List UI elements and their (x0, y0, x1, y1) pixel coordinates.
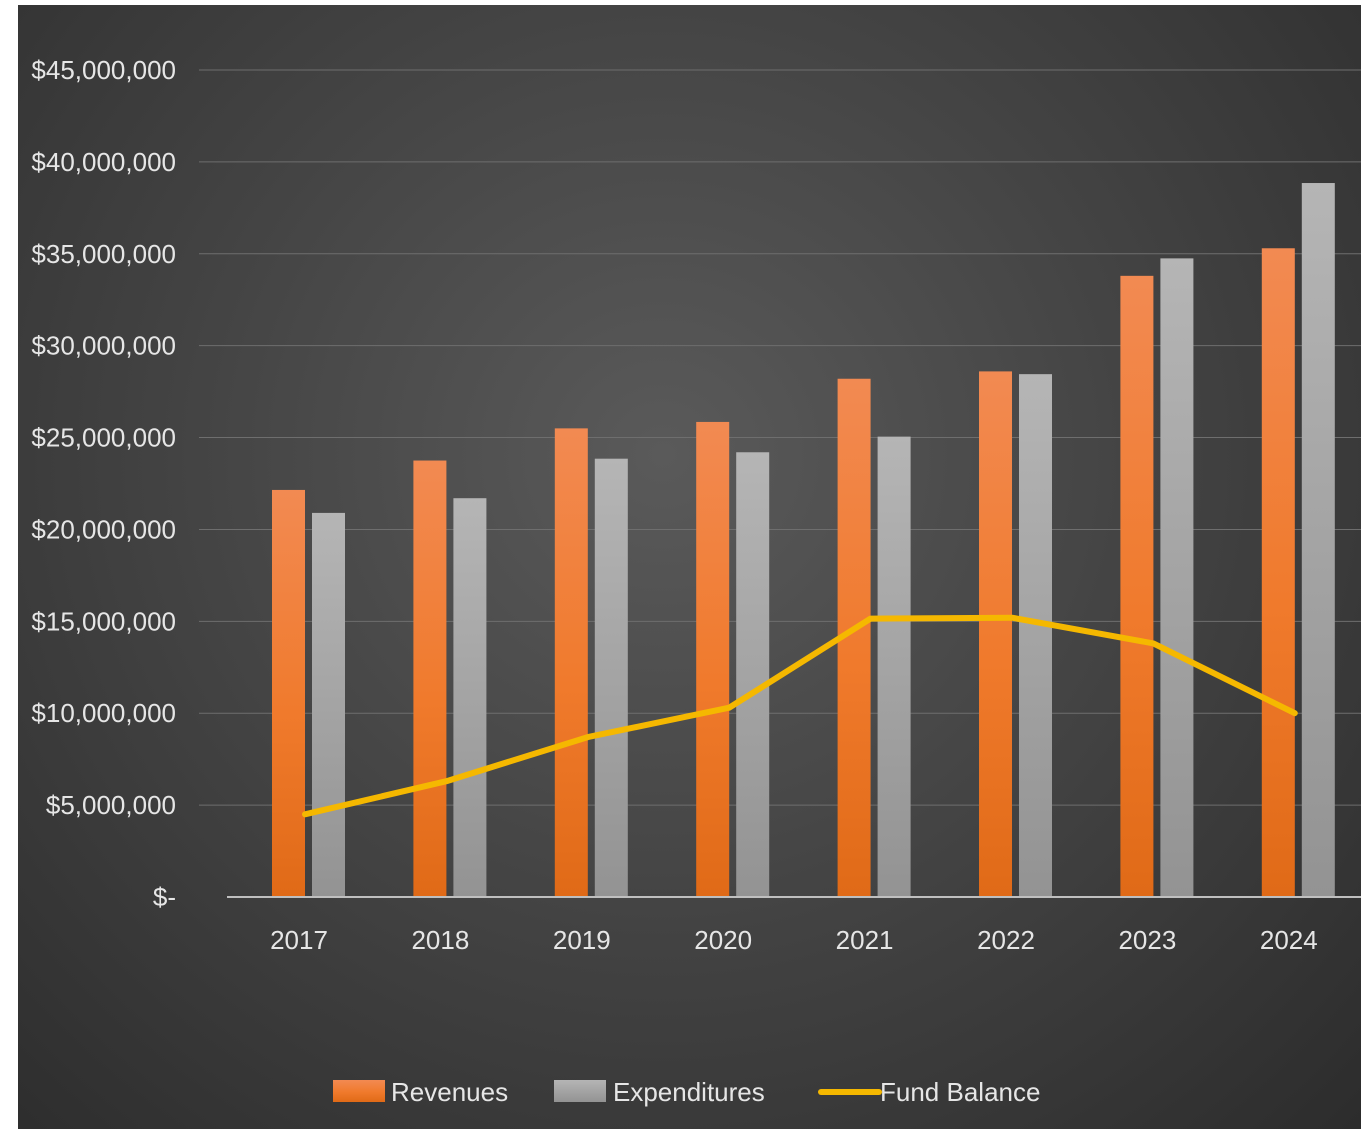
y-tick-label: $45,000,000 (31, 55, 176, 85)
legend: Revenues Expenditures Fund Balance (333, 1077, 1040, 1107)
x-tick-label: 2017 (270, 925, 328, 955)
revenues-bar-2020 (696, 421, 730, 897)
fund-balance-line (302, 614, 1298, 818)
gridlines (199, 69, 1361, 806)
y-axis-tick-labels: $- $5,000,000 $10,000,000 $15,000,000 $20,00… (31, 55, 176, 912)
y-tick-label: $30,000,000 (31, 331, 176, 361)
chart-svg: $- $5,000,000 $10,000,000 $15,000,000 $20,00… (31, 55, 1361, 1107)
x-tick-label: 2019 (553, 925, 611, 955)
expenditures-bar-2018 (453, 498, 487, 897)
revenues-bar-2024 (1261, 248, 1295, 897)
legend-label-revenues: Revenues (391, 1077, 508, 1107)
revenues-bar-2019 (554, 428, 588, 897)
x-tick-label: 2022 (977, 925, 1035, 955)
y-tick-label: $10,000,000 (31, 698, 176, 728)
chart-frame: $- $5,000,000 $10,000,000 $15,000,000 $20,00… (18, 5, 1361, 1129)
y-tick-label: $- (153, 882, 176, 912)
expenditures-bar-2020 (736, 452, 770, 897)
expenditures-bar-2021 (877, 436, 911, 897)
y-tick-label: $5,000,000 (46, 790, 176, 820)
y-tick-label: $15,000,000 (31, 606, 176, 636)
x-axis-tick-labels: 2017 2018 2019 2020 2021 2022 2023 2024 (270, 925, 1318, 955)
y-tick-label: $20,000,000 (31, 514, 176, 544)
legend-swatch-expenditures (554, 1080, 606, 1102)
y-tick-label: $25,000,000 (31, 423, 176, 453)
expenditures-bar-2023 (1160, 258, 1194, 898)
expenditures-bar-2022 (1019, 374, 1052, 897)
line-series (302, 614, 1298, 818)
expenditures-bar-2017 (312, 512, 345, 897)
revenues-bar-2018 (413, 460, 447, 897)
y-tick-label: $35,000,000 (31, 239, 176, 269)
revenues-bar-2023 (1120, 275, 1154, 897)
revenues-bar-2017 (272, 489, 305, 897)
legend-label-fund-balance: Fund Balance (880, 1077, 1040, 1107)
y-tick-label: $40,000,000 (31, 147, 176, 177)
x-tick-label: 2024 (1260, 925, 1318, 955)
x-tick-label: 2023 (1118, 925, 1176, 955)
bar-series (272, 183, 1335, 898)
x-tick-label: 2018 (411, 925, 469, 955)
expenditures-bar-2019 (594, 458, 628, 897)
expenditures-bar-2024 (1301, 183, 1335, 898)
revenues-bar-2022 (979, 371, 1012, 897)
legend-swatch-revenues (333, 1080, 385, 1102)
legend-label-expenditures: Expenditures (613, 1077, 765, 1107)
x-tick-label: 2020 (694, 925, 752, 955)
x-tick-label: 2021 (836, 925, 894, 955)
